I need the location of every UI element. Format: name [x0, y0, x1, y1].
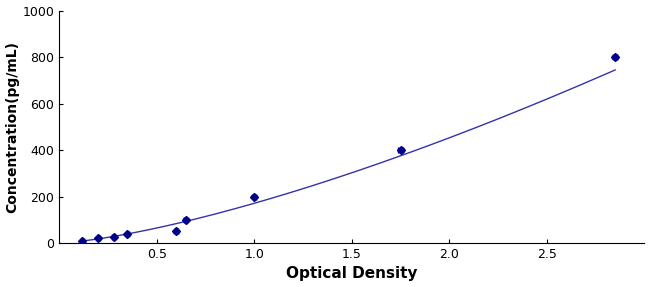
X-axis label: Optical Density: Optical Density	[286, 266, 417, 282]
Y-axis label: Concentration(pg/mL): Concentration(pg/mL)	[6, 41, 20, 213]
